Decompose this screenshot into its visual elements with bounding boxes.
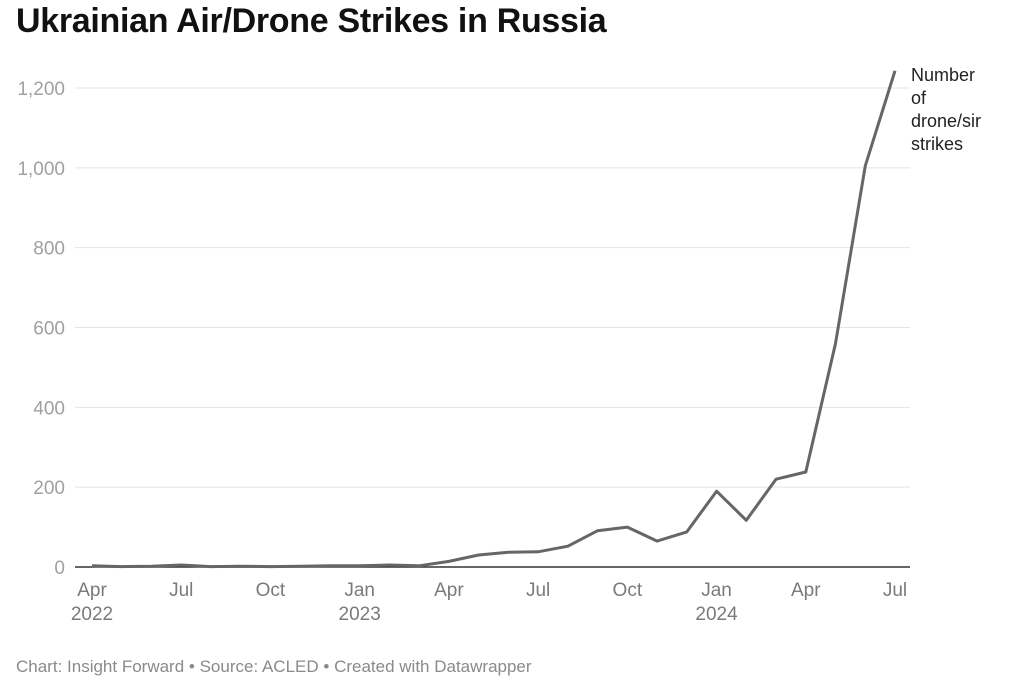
x-tick-year-label: 2024	[695, 604, 738, 625]
y-tick-label: 1,000	[17, 159, 65, 180]
y-axis-tick-labels: 0 200 400 600 800 1,000 1,200	[17, 79, 65, 579]
x-tick-label: Jul	[169, 580, 193, 601]
x-tick-label: Apr	[77, 580, 107, 601]
x-tick-label: Oct	[256, 580, 286, 601]
y-tick-label: 400	[33, 398, 65, 419]
series-label-line: Number	[911, 65, 975, 85]
footer-part: Chart: Insight Forward	[16, 657, 185, 676]
chart-title: Ukrainian Air/Drone Strikes in Russia	[16, 2, 607, 40]
x-tick-year-label: 2023	[339, 604, 381, 625]
series-label: Number of drone/sir strikes	[911, 65, 981, 154]
footer-part: Source: ACLED	[199, 657, 319, 676]
x-tick-label: Apr	[791, 580, 821, 601]
x-tick-label: Oct	[613, 580, 643, 601]
x-tick-label: Apr	[434, 580, 464, 601]
y-tick-label: 1,200	[17, 79, 65, 100]
footer-separator: •	[318, 657, 335, 676]
x-tick-label: Jul	[883, 580, 907, 601]
x-tick-year-label: 2022	[71, 604, 113, 625]
footer-part: Created with Datawrapper	[334, 657, 532, 676]
x-tick-label: Jan	[701, 580, 732, 601]
chart-footer: Chart: Insight Forward • Source: ACLED •…	[16, 657, 532, 677]
y-tick-label: 200	[33, 478, 65, 499]
series-label-line: of	[911, 88, 927, 108]
y-tick-label: 800	[33, 239, 65, 260]
series-name-label: Number of drone/sir strikes	[911, 65, 981, 154]
x-tick-label: Jul	[526, 580, 550, 601]
y-tick-label: 0	[54, 558, 65, 579]
x-tick-label: Jan	[344, 580, 375, 601]
series-line	[91, 70, 897, 569]
series-label-line: strikes	[911, 134, 963, 154]
y-tick-label: 600	[33, 319, 65, 340]
footer-separator: •	[184, 657, 200, 676]
gridlines	[75, 87, 910, 488]
x-axis-tick-labels: Apr 2022 Jul Oct Jan 2023 Apr Jul Oct Jan 2024 Apr J…	[71, 580, 907, 625]
series-label-line: drone/sir	[911, 111, 981, 131]
